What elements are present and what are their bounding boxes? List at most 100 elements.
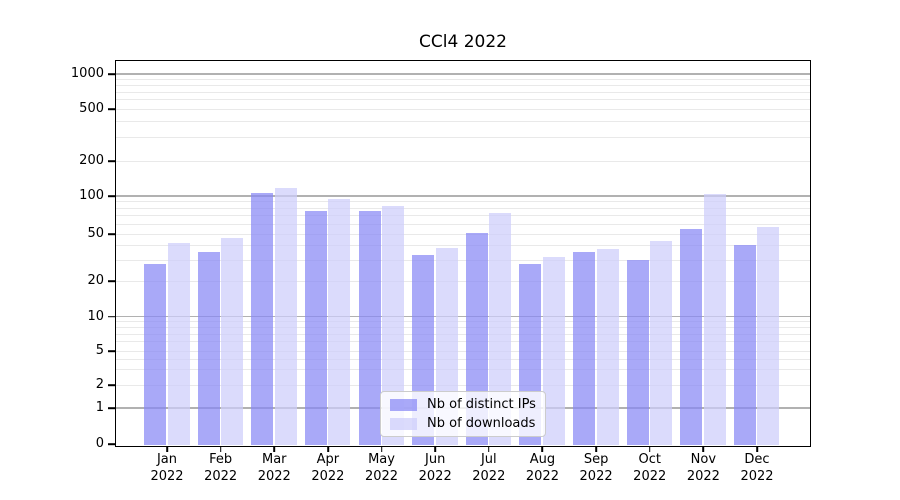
month-label: Sep 2022 — [564, 452, 628, 485]
y-tick-mark — [108, 233, 115, 235]
y-tick-mark — [108, 443, 115, 445]
y-tick-mark — [108, 350, 115, 352]
y-tick-label: 200 — [79, 153, 104, 168]
bar-downloads-may — [382, 205, 405, 446]
month-year-label: 2022 — [364, 468, 399, 484]
month-year-label: 2022 — [418, 468, 452, 484]
y-tick-mark — [108, 195, 115, 197]
x-tick-mark — [380, 447, 383, 452]
y-tick-label: 1 — [95, 400, 104, 415]
bar-ips-nov — [680, 228, 703, 446]
x-tick-mark — [756, 447, 758, 452]
legend-label: Nb of downloads — [427, 416, 536, 431]
bar-downloads-dec — [757, 226, 780, 446]
y-tick-label: 10 — [87, 308, 104, 324]
month-label: Jul 2022 — [457, 452, 521, 485]
x-tick-mark — [702, 447, 705, 452]
bar-downloads-feb — [221, 238, 244, 446]
legend-swatch-downloads — [390, 417, 417, 430]
x-tick-mark — [273, 447, 276, 452]
grid-major-line — [115, 195, 811, 197]
bar-ips-oct — [626, 260, 649, 446]
month-label: Feb 2022 — [189, 452, 253, 485]
grid-minor-line — [115, 223, 811, 225]
month-year-label: 2022 — [740, 468, 774, 484]
grid-major-line — [115, 315, 811, 318]
y-tick-label: 500 — [79, 101, 104, 116]
grid-major-line — [115, 73, 811, 75]
grid-minor-line — [115, 78, 811, 80]
legend-item: Nb of downloads — [390, 414, 536, 433]
month-year-label: 2022 — [579, 468, 613, 484]
y-tick-mark — [108, 384, 115, 386]
grid-minor-line — [115, 201, 811, 203]
month-year-label: 2022 — [257, 468, 291, 484]
bar-ips-jan — [144, 263, 166, 446]
grid-minor-line — [115, 137, 811, 139]
y-tick-label: 2 — [95, 377, 104, 392]
month-label: Apr 2022 — [296, 452, 360, 485]
grid-minor-line — [115, 121, 811, 123]
y-tick-label: 50 — [87, 226, 104, 241]
grid-minor-line — [115, 91, 811, 93]
grid-minor-line — [115, 84, 811, 86]
bar-downloads-nov — [703, 194, 726, 446]
bar-downloads-mar — [274, 187, 297, 446]
grid-minor-line — [115, 233, 811, 235]
month-label: May 2022 — [350, 452, 414, 485]
month-label: Jan 2022 — [135, 452, 199, 485]
bar-downloads-sep — [596, 249, 619, 446]
legend-item: Nb of distinct IPs — [390, 395, 536, 414]
y-tick-mark — [108, 407, 115, 409]
grid-minor-line — [115, 358, 811, 360]
x-tick-mark — [595, 447, 597, 452]
grid-minor-line — [115, 215, 811, 217]
y-tick-label: 20 — [87, 273, 104, 288]
y-tick-label: 100 — [79, 188, 104, 203]
x-tick-mark — [488, 447, 490, 452]
bar-downloads-jul — [489, 213, 512, 446]
month-label: Oct 2022 — [618, 452, 682, 485]
grid-minor-line — [115, 160, 811, 162]
grid-minor-line — [115, 350, 811, 352]
bar-downloads-apr — [328, 198, 351, 446]
grid-minor-line — [115, 327, 811, 329]
bar-ips-sep — [573, 252, 596, 446]
grid-minor-line — [115, 99, 811, 101]
grid-minor-line — [115, 333, 811, 335]
x-tick-mark — [166, 447, 168, 452]
legend-swatch-ips — [390, 398, 417, 411]
bar-ips-feb — [197, 252, 220, 446]
x-tick-mark — [648, 447, 651, 452]
legend-label: Nb of distinct IPs — [427, 397, 536, 412]
bar-ips-dec — [733, 245, 756, 446]
grid-minor-line — [115, 207, 811, 209]
month-label: Mar 2022 — [242, 452, 306, 485]
y-tick-mark — [108, 160, 115, 162]
bar-ips-may — [358, 211, 381, 446]
month-year-label: 2022 — [150, 468, 184, 484]
y-tick-label: 0 — [95, 436, 104, 451]
grid-minor-line — [115, 384, 811, 386]
bar-downloads-oct — [650, 240, 673, 446]
x-tick-mark — [219, 447, 222, 452]
y-tick-label: 1000 — [70, 66, 104, 81]
y-tick-mark — [108, 280, 115, 282]
month-year-label: 2022 — [472, 468, 506, 484]
grid-minor-line — [115, 341, 811, 343]
bar-downloads-aug — [542, 256, 565, 446]
y-tick-mark — [108, 73, 115, 75]
month-label: Dec 2022 — [725, 452, 789, 485]
bar-ips-mar — [251, 192, 274, 446]
x-tick-mark — [327, 447, 329, 452]
bar-downloads-jan — [167, 242, 190, 446]
grid-minor-line — [115, 259, 811, 261]
month-label: Aug 2022 — [510, 452, 574, 485]
legend: Nb of distinct IPs Nb of downloads — [380, 391, 546, 437]
month-label: Nov 2022 — [671, 452, 735, 485]
y-tick-mark — [108, 315, 115, 318]
y-tick-label: 5 — [95, 343, 104, 358]
month-label: Jun 2022 — [403, 452, 467, 485]
y-tick-mark — [108, 108, 115, 110]
